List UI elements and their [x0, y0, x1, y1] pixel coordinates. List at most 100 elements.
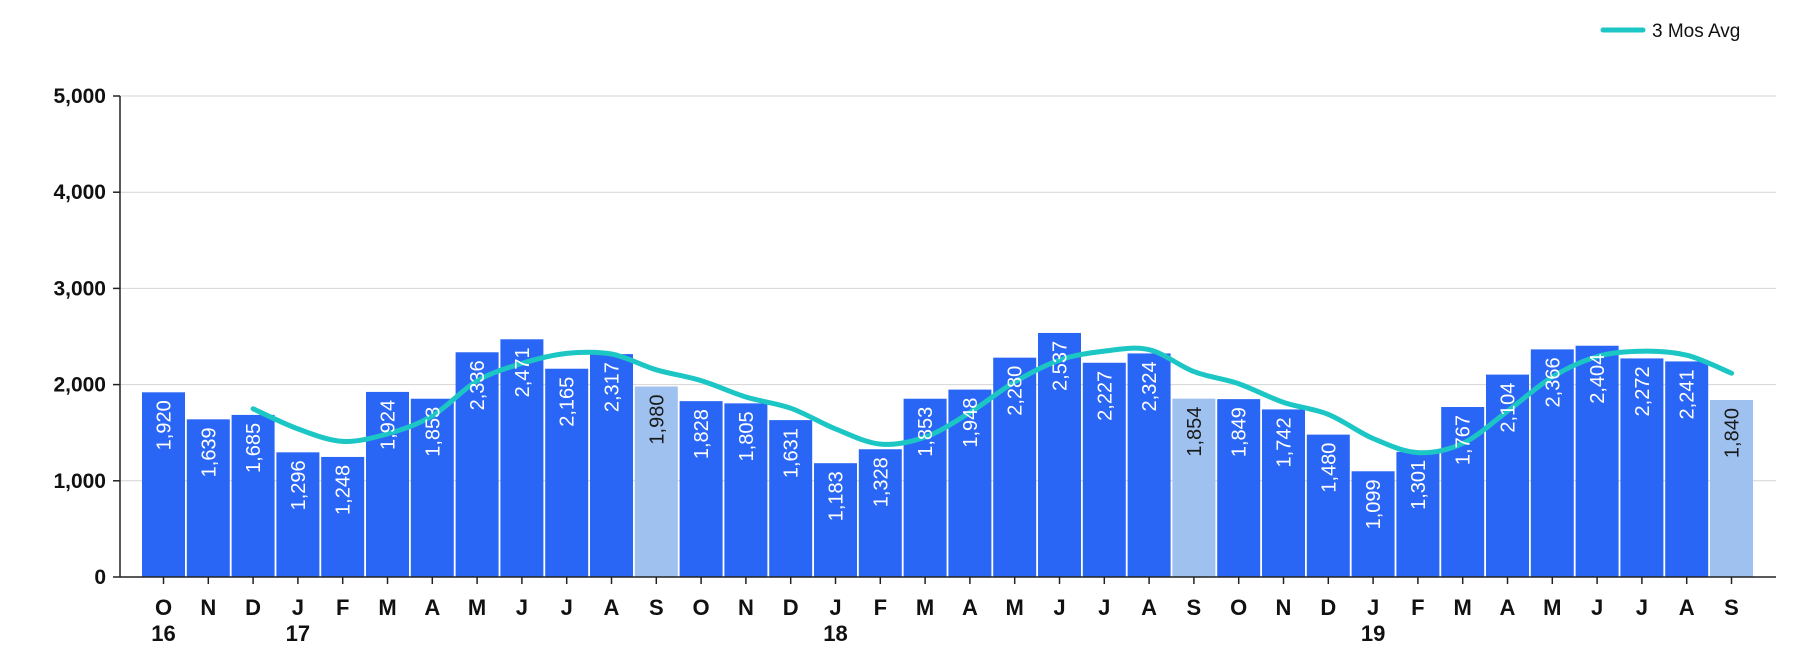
bar[interactable] [321, 456, 365, 577]
data-label: 2,324 [1139, 361, 1161, 411]
data-label: 1,854 [1184, 407, 1206, 457]
x-tick-label: M [1543, 595, 1561, 620]
x-tick-label: N [738, 595, 754, 620]
x-tick-label: M [378, 595, 396, 620]
x-tick-label: M [468, 595, 486, 620]
bar[interactable] [276, 452, 320, 577]
y-tick-label: 2,000 [53, 374, 106, 397]
x-tick-label: J [1636, 595, 1648, 620]
x-tick-label: M [1454, 595, 1472, 620]
bar[interactable] [724, 403, 768, 577]
x-tick-label: F [1411, 595, 1424, 620]
bar[interactable] [590, 354, 633, 577]
data-label: 1,828 [691, 409, 713, 459]
data-label: 2,272 [1632, 366, 1654, 416]
bar[interactable] [1620, 358, 1664, 577]
data-label: 2,336 [467, 360, 489, 410]
bar[interactable] [1306, 434, 1350, 577]
bar[interactable] [1665, 361, 1709, 577]
x-tick-label: D [783, 595, 799, 620]
data-label: 2,471 [512, 347, 534, 397]
data-label-layer: 1,920 1,639 1,685 1,296 1,248 1,924 1,853 2,336… [153, 341, 1743, 529]
x-year-label: 17 [286, 621, 310, 646]
bar[interactable] [769, 420, 813, 577]
x-tick-label: S [1187, 595, 1202, 620]
data-label: 2,165 [557, 377, 579, 427]
bar[interactable] [814, 463, 857, 577]
bar[interactable] [142, 392, 185, 577]
bar[interactable] [1217, 399, 1261, 577]
legend: 3 Mos Avg [1600, 21, 1740, 42]
x-tick-label: J [1098, 595, 1110, 620]
x-year-label: 16 [151, 621, 175, 646]
bar[interactable] [1038, 332, 1081, 577]
data-label: 1,948 [960, 398, 982, 448]
legend-label-3-mos-avg: 3 Mos Avg [1652, 21, 1740, 42]
bar[interactable] [1172, 398, 1216, 577]
x-tick-label: O [693, 595, 710, 620]
x-tick-label: J [829, 595, 841, 620]
data-label: 1,328 [870, 457, 892, 507]
bar[interactable] [500, 339, 544, 577]
data-label: 1,853 [422, 407, 444, 457]
data-label: 1,480 [1318, 443, 1340, 493]
data-label: 1,631 [781, 428, 803, 478]
x-year-label: 18 [823, 621, 847, 646]
y-tick-label: 5,000 [53, 85, 106, 108]
data-label: 2,366 [1542, 357, 1564, 407]
data-label: 1,840 [1721, 408, 1743, 458]
data-label: 1,849 [1229, 407, 1251, 457]
line-layer [250, 345, 1734, 456]
y-tick-label: 3,000 [53, 277, 106, 300]
data-label: 2,241 [1677, 369, 1699, 419]
bar[interactable] [1262, 409, 1305, 577]
data-label: 2,537 [1050, 341, 1072, 391]
data-label: 1,805 [736, 411, 758, 461]
data-label: 1,685 [243, 423, 265, 473]
bar[interactable] [231, 414, 275, 577]
data-label: 2,404 [1587, 354, 1609, 404]
axis-layer: 0 1,000 2,000 3,000 4,000 5,000 O N D J F M A M J J A S O N… [53, 85, 1776, 646]
x-tick-label: A [1500, 595, 1516, 620]
x-tick-label: J [561, 595, 573, 620]
bar-layer [142, 332, 1753, 577]
x-year-label: 19 [1361, 621, 1385, 646]
data-label: 1,853 [915, 407, 937, 457]
x-tick-label: J [292, 595, 304, 620]
data-label: 1,767 [1453, 415, 1475, 465]
bar[interactable] [1127, 353, 1171, 577]
x-tick-label: O [1230, 595, 1247, 620]
bar[interactable] [1710, 399, 1753, 577]
bar[interactable] [410, 398, 454, 577]
x-tick-label: A [1141, 595, 1157, 620]
x-tick-label: S [1724, 595, 1739, 620]
data-label: 1,742 [1274, 417, 1296, 467]
x-tick-label: N [200, 595, 216, 620]
bar[interactable] [1575, 345, 1619, 577]
data-label: 1,639 [198, 427, 220, 477]
x-tick-label: A [424, 595, 440, 620]
bar[interactable] [1351, 471, 1395, 577]
data-label: 1,301 [1408, 460, 1430, 510]
y-tick-label: 1,000 [53, 470, 106, 493]
bar[interactable] [679, 401, 723, 577]
data-label: 2,317 [602, 362, 624, 412]
bar[interactable] [634, 386, 678, 577]
bar[interactable] [1396, 451, 1440, 577]
x-tick-label: J [516, 595, 528, 620]
bar[interactable] [1082, 362, 1126, 577]
bar[interactable] [186, 419, 230, 577]
data-label: 1,296 [288, 460, 310, 510]
data-label: 1,099 [1363, 479, 1385, 529]
bar[interactable] [858, 449, 902, 577]
data-label: 1,248 [333, 465, 355, 515]
data-label: 1,183 [825, 471, 847, 521]
data-label: 2,280 [1005, 366, 1027, 416]
data-label: 1,924 [378, 400, 400, 450]
y-tick-label: 4,000 [53, 181, 106, 204]
bar[interactable] [366, 391, 409, 577]
data-label: 1,980 [646, 395, 668, 445]
bar[interactable] [545, 368, 589, 577]
